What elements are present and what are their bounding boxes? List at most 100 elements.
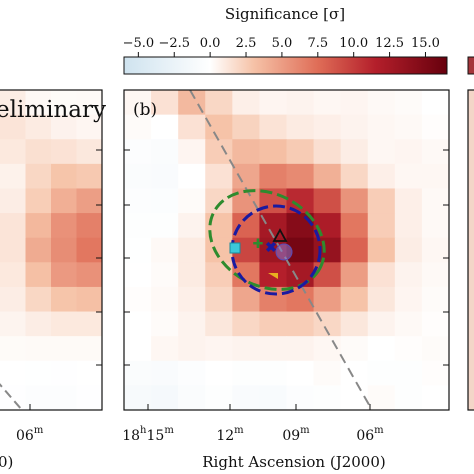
heatmap-cell <box>151 139 179 165</box>
heatmap-cell <box>340 385 369 410</box>
heatmap-cell <box>421 90 449 116</box>
heatmap-cell <box>421 385 449 410</box>
heatmap-cell <box>178 385 206 410</box>
heatmap-cell <box>340 237 369 263</box>
panel-c-edge <box>467 56 474 411</box>
heatmap-cell <box>205 237 233 263</box>
heatmap-cell <box>313 286 342 313</box>
heatmap-cell <box>340 262 369 288</box>
heatmap-cell <box>25 163 52 190</box>
heatmap-cell <box>232 114 261 140</box>
heatmap-cell <box>151 311 179 337</box>
heatmap-cell <box>394 139 423 165</box>
heatmap-cell <box>313 114 342 140</box>
colorbar-tick-label: −5.0 <box>123 36 155 51</box>
heatmap-cell <box>394 90 423 116</box>
heatmap-cell <box>367 336 396 362</box>
heatmap-cell <box>340 114 369 140</box>
heatmap-cell <box>76 139 102 165</box>
colorbar-tick-label: 2.5 <box>236 36 257 51</box>
heatmap-cell <box>151 237 179 263</box>
heatmap-cell <box>394 262 423 288</box>
heatmap-cell <box>151 213 179 239</box>
heatmap-cell <box>51 286 78 313</box>
panel-c-frame <box>467 89 474 411</box>
heatmap-cell <box>340 311 369 337</box>
heatmap-cell <box>394 114 423 140</box>
heatmap-cell <box>340 336 369 362</box>
heatmap-cell <box>259 90 288 116</box>
heatmap-cell <box>76 262 102 288</box>
heatmap-cell <box>205 286 233 313</box>
heatmap-cell <box>124 188 152 214</box>
panel-a-xtick-label: 06m <box>16 425 44 444</box>
heatmap-cell <box>124 114 152 140</box>
heatmap-cell <box>124 262 152 288</box>
heatmap-cell <box>340 163 369 190</box>
heatmap-cell <box>76 385 102 410</box>
colorbar-label: Significance [σ] <box>225 5 345 23</box>
heatmap-cell <box>232 336 261 362</box>
heatmap-cell <box>51 90 78 116</box>
heatmap-cell <box>151 114 179 140</box>
heatmap-cell <box>367 139 396 165</box>
heatmap-cell <box>259 163 288 190</box>
heatmap-cell <box>421 114 449 140</box>
heatmap-cell <box>313 262 342 288</box>
triangle-marker-icon <box>272 228 288 242</box>
colorbar-ticks: −5.0 −2.5 0.0 2.5 5.0 7.5 10.0 12.5 15.0 <box>123 36 440 57</box>
heatmap-cell <box>259 385 288 410</box>
heatmap-cell <box>25 311 52 337</box>
panel-a-dashed-line <box>0 383 23 410</box>
heatmap-cell <box>340 213 369 239</box>
colorbar: Significance [σ] −5.0 −2.5 0.0 2.5 5.0 7.5 10.… <box>123 5 448 75</box>
heatmap-cell <box>421 188 449 214</box>
xtick-label: 12m <box>216 425 244 444</box>
heatmap-cell <box>151 360 179 386</box>
heatmap-cell <box>367 360 396 386</box>
heatmap-cell <box>0 90 27 116</box>
green-dashed-ellipse <box>208 189 326 291</box>
heatmap-cell <box>25 385 52 410</box>
heatmap-cell <box>313 360 342 386</box>
heatmap-cell <box>124 163 152 190</box>
heatmap-cell <box>286 262 315 288</box>
heatmap-cell <box>151 188 179 214</box>
xtick-label: 18h15m <box>122 425 174 444</box>
heatmap-cell <box>340 90 369 116</box>
heatmap-cell <box>286 114 315 140</box>
heatmap-cell <box>259 286 288 313</box>
heatmap-cell <box>340 139 369 165</box>
heatmap-cell <box>178 139 206 165</box>
heatmap-cell <box>421 311 449 337</box>
heatmap-cell <box>0 336 27 362</box>
heatmap-cell <box>286 385 315 410</box>
heatmap-cell <box>51 336 78 362</box>
heatmap-cell <box>286 163 315 190</box>
heatmap-cell <box>367 237 396 263</box>
heatmap-cell <box>367 114 396 140</box>
heatmap-cell <box>367 213 396 239</box>
heatmap-cell <box>232 139 261 165</box>
heatmap-cell <box>178 360 206 386</box>
heatmap-cell <box>151 286 179 313</box>
heatmap-cell <box>51 237 78 263</box>
heatmap-cell <box>25 237 52 263</box>
heatmap-cell <box>259 360 288 386</box>
heatmap-cell <box>0 188 27 214</box>
heatmap-cell <box>394 163 423 190</box>
heatmap-cell <box>313 90 342 116</box>
heatmap-cell <box>178 286 206 313</box>
heatmap-cell <box>205 90 233 116</box>
heatmap-cell <box>232 311 261 337</box>
colorbar-tick-label: 0.0 <box>200 36 221 51</box>
heatmap-cell <box>25 90 52 116</box>
heatmap-cell <box>313 188 342 214</box>
heatmap-cell <box>421 163 449 190</box>
heatmap-cell <box>76 114 102 140</box>
heatmap-cell <box>205 360 233 386</box>
heatmap-cell <box>151 262 179 288</box>
heatmap-cell <box>124 90 152 116</box>
heatmap-cell <box>232 163 261 190</box>
heatmap-cell <box>259 114 288 140</box>
